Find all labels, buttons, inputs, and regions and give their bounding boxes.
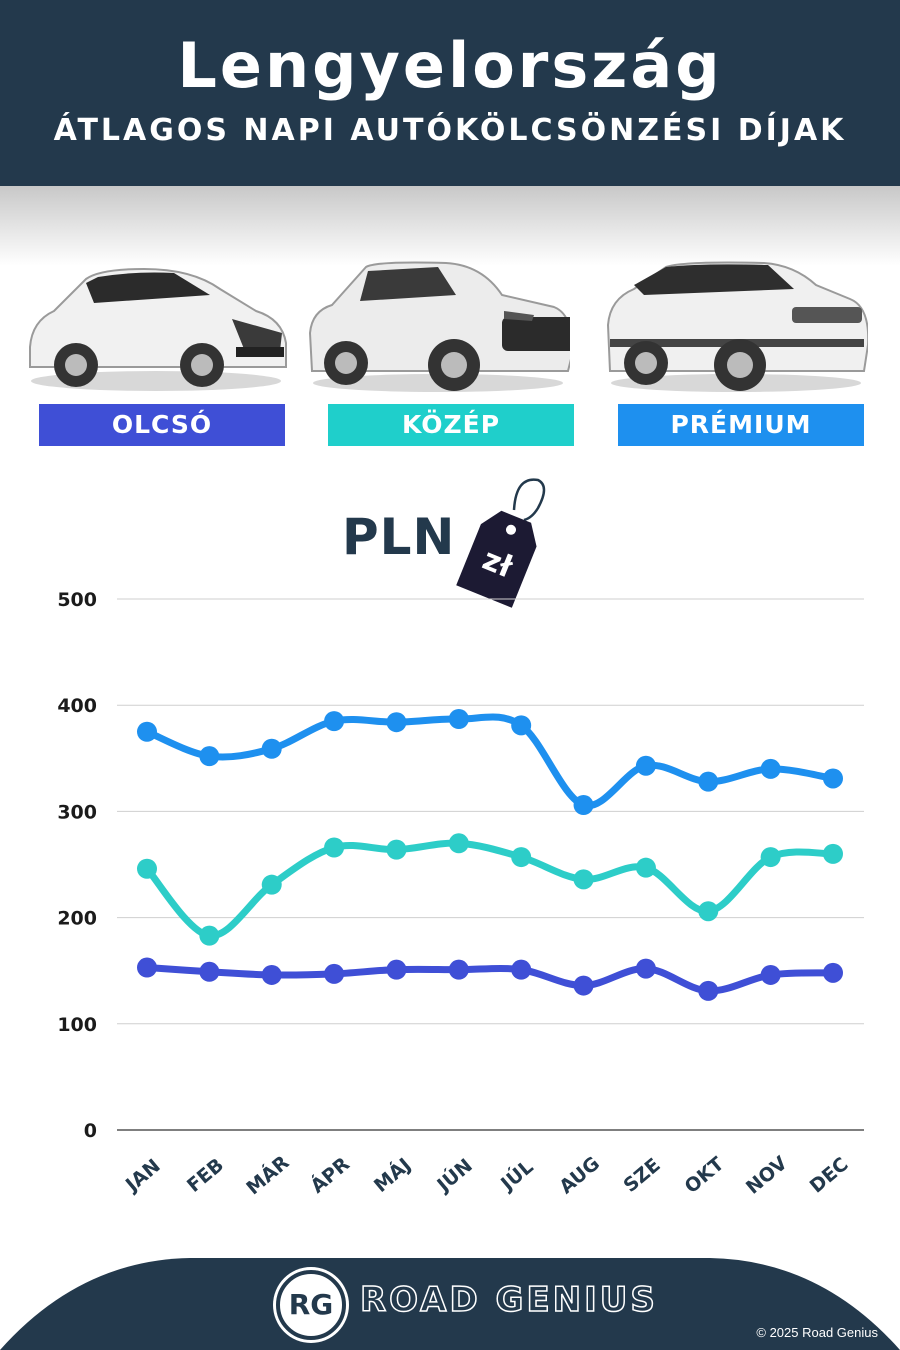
page-title: Lengyelország xyxy=(177,29,723,102)
x-tick-label: ÁPR xyxy=(306,1152,354,1198)
data-point xyxy=(137,957,157,978)
data-point xyxy=(698,980,719,1001)
data-point xyxy=(199,961,220,982)
y-tick-label: 300 xyxy=(57,801,97,823)
y-tick-label: 100 xyxy=(57,1014,97,1036)
x-tick-label: FEB xyxy=(183,1154,228,1197)
data-point xyxy=(760,847,781,868)
data-point xyxy=(511,715,532,736)
page-subtitle: ÁTLAGOS NAPI AUTÓKÖLCSÖNZÉSI DÍJAK xyxy=(53,113,847,148)
data-point xyxy=(635,857,656,878)
data-point xyxy=(137,721,157,742)
header-fade xyxy=(0,186,900,266)
data-point xyxy=(823,768,843,789)
data-point xyxy=(573,869,594,890)
data-point xyxy=(137,858,157,879)
category-label-olcso: OLCSÓ xyxy=(39,404,285,446)
data-point xyxy=(386,959,407,980)
data-point xyxy=(698,901,719,922)
category-label-premium: PRÉMIUM xyxy=(618,404,864,446)
x-tick-label: AUG xyxy=(555,1152,604,1198)
x-tick-label: JÚL xyxy=(494,1154,537,1196)
data-point xyxy=(760,964,781,985)
data-point xyxy=(386,712,407,733)
y-tick-label: 400 xyxy=(57,695,97,717)
brand-name: ROAD GENIUS xyxy=(359,1279,658,1321)
data-point xyxy=(823,843,843,864)
data-point xyxy=(261,738,282,759)
data-point xyxy=(635,755,656,776)
footer-background xyxy=(0,1258,900,1350)
data-point xyxy=(199,925,220,946)
series-line-0 xyxy=(143,713,837,810)
series-line-1 xyxy=(143,839,837,940)
data-point xyxy=(511,959,532,980)
y-tick-label: 500 xyxy=(57,589,97,611)
hatchback-car-icon xyxy=(24,255,288,395)
x-tick-label: SZE xyxy=(619,1154,664,1197)
x-tick-label: DEC xyxy=(806,1153,853,1197)
price-tag-icon: zł xyxy=(452,472,552,612)
data-point xyxy=(324,711,345,732)
data-point xyxy=(823,962,843,983)
category-label-kozep: KÖZÉP xyxy=(328,404,574,446)
x-tick-label: MÁR xyxy=(242,1150,294,1199)
data-point xyxy=(261,874,282,895)
x-tick-label: JÚN xyxy=(430,1153,476,1197)
data-point xyxy=(635,958,656,979)
data-point xyxy=(324,837,345,858)
x-tick-label: MÁJ xyxy=(369,1153,415,1197)
currency-label: PLN xyxy=(342,508,456,566)
line-chart: 0 100 200 300 400 500 JAN FEB MÁR ÁPR MÁJ JÚN JÚL AUG… xyxy=(57,589,864,1199)
header: Lengyelország ÁTLAGOS NAPI AUTÓKÖLCSÖNZÉ… xyxy=(0,0,900,186)
y-tick-label: 0 xyxy=(84,1120,97,1142)
data-point xyxy=(324,963,345,984)
x-tick-label: OKT xyxy=(681,1153,729,1198)
data-point xyxy=(448,833,469,854)
data-point xyxy=(573,795,594,816)
data-point xyxy=(386,839,407,860)
x-tick-label: NOV xyxy=(742,1152,792,1199)
data-point xyxy=(199,746,220,767)
premium-suv-car-icon xyxy=(604,255,868,395)
data-point xyxy=(448,709,469,730)
data-point xyxy=(261,964,282,985)
data-point xyxy=(698,771,719,792)
x-tick-label: JAN xyxy=(120,1155,165,1197)
data-point xyxy=(573,975,594,996)
data-point xyxy=(511,847,532,868)
y-tick-label: 200 xyxy=(57,908,97,930)
series-line-2 xyxy=(143,964,837,995)
data-point xyxy=(448,959,469,980)
suv-car-icon xyxy=(306,255,570,395)
road-genius-logo: RG xyxy=(276,1270,346,1340)
copyright-text: © 2025 Road Genius xyxy=(756,1325,878,1340)
data-point xyxy=(760,758,781,779)
